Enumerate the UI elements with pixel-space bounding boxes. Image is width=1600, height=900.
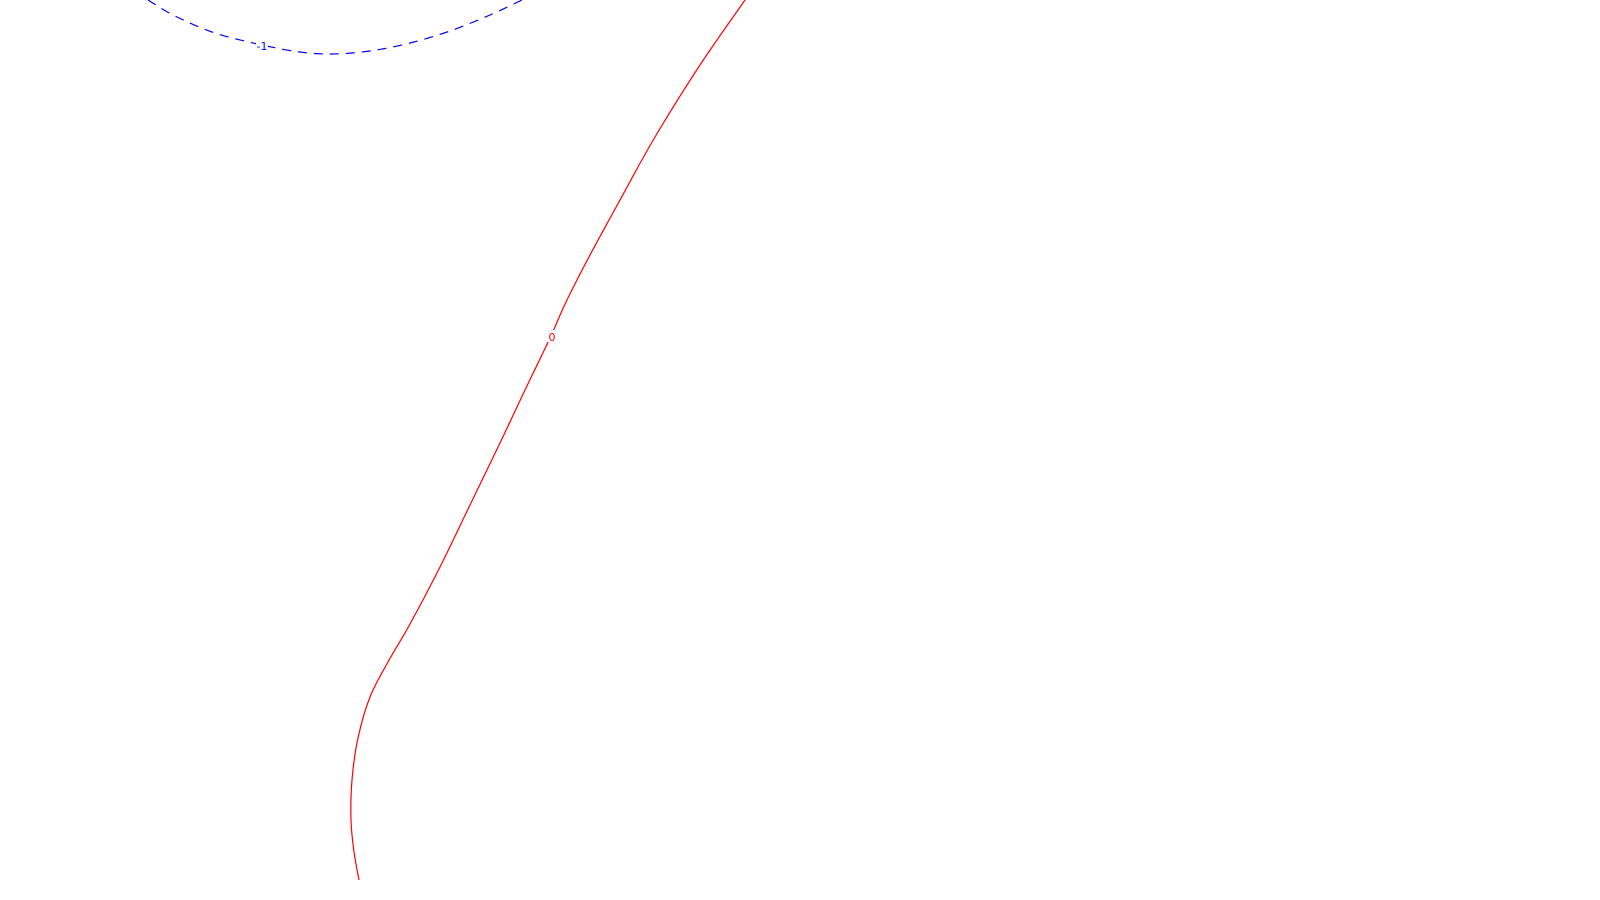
contour-label-0: 0 [549,331,556,344]
contour-label-1: -1 [257,40,268,53]
contour-level-0: 0 [350,0,746,881]
contour-line-0 [350,0,746,881]
contour-label-background [546,330,558,342]
contour-level-1: -1 [147,0,523,55]
contour-line-1 [147,0,523,55]
contour-label-background [256,39,268,51]
contour-series-layer: 0 -1 [147,0,746,881]
